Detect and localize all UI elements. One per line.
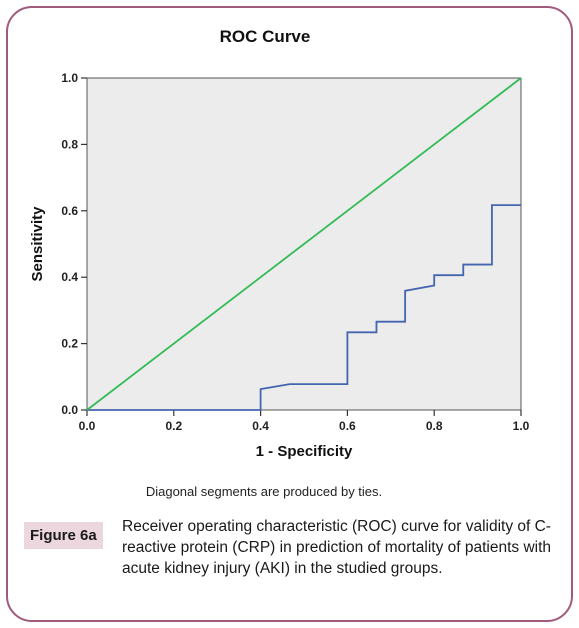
x-tick-label: 0.6 <box>339 419 356 433</box>
figure-caption: Receiver operating characteristic (ROC) … <box>122 518 552 577</box>
x-axis-title: 1 - Specificity <box>256 443 353 460</box>
roc-chart: ROC Curve 0.0 0.2 0.4 0.6 0.8 1.0 0.0 0.2 0.4 0.6… <box>29 27 530 499</box>
x-tick-label: 0.4 <box>252 419 269 433</box>
y-tick-label: 0.2 <box>61 337 78 351</box>
y-tick-label: 0.4 <box>61 270 78 284</box>
x-tick-label: 0.8 <box>426 419 443 433</box>
reference-diagonal-line <box>86 77 522 411</box>
figure-label-badge: Figure 6a <box>24 522 103 549</box>
y-tick-label: 0.6 <box>61 204 78 218</box>
y-tick-label: 0.8 <box>61 137 78 151</box>
x-tick-label: 0.2 <box>165 419 182 433</box>
y-tick-label: 1.0 <box>61 71 78 85</box>
axis-ticks: 0.0 0.2 0.4 0.6 0.8 1.0 0.0 0.2 0.4 0.6 0.8 1.0 <box>61 71 529 433</box>
series-layer <box>86 77 522 411</box>
chart-title: ROC Curve <box>220 27 311 46</box>
y-axis-title: Sensitivity <box>29 206 46 282</box>
y-tick-label: 0.0 <box>61 403 78 417</box>
x-tick-label: 0.0 <box>79 419 96 433</box>
chart-footnote: Diagonal segments are produced by ties. <box>146 484 382 499</box>
roc-curve-line <box>87 204 521 411</box>
x-tick-label: 1.0 <box>513 419 530 433</box>
